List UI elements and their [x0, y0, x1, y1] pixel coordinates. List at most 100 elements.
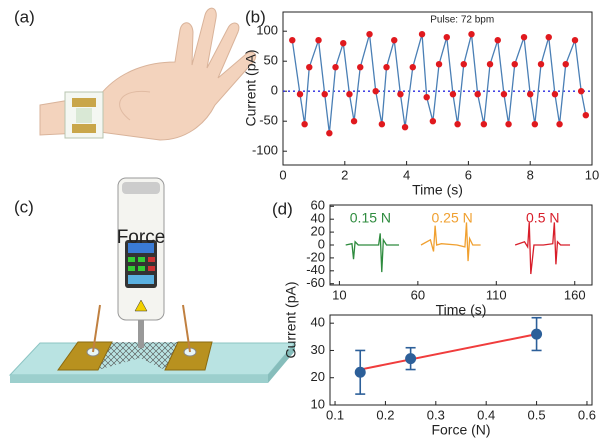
marker	[572, 37, 578, 43]
marker	[340, 40, 346, 46]
x-tick-label: 60	[411, 287, 425, 302]
marker	[481, 121, 487, 127]
marker	[501, 91, 507, 97]
point	[531, 329, 542, 340]
annotation: Pulse: 72 bpm	[430, 15, 494, 26]
y-tick-label: -50	[259, 113, 278, 128]
device-label: Force	[117, 227, 166, 248]
marker	[297, 91, 303, 97]
y-tick-label: 10	[311, 396, 325, 411]
line	[292, 34, 586, 133]
marker	[461, 61, 467, 67]
x-axis-label: Time (s)	[412, 182, 463, 198]
y-tick-label: 0	[271, 83, 278, 98]
marker	[527, 91, 533, 97]
marker	[351, 118, 357, 124]
marker	[583, 112, 589, 118]
y-tick-label: 40	[311, 211, 325, 226]
marker	[468, 31, 474, 37]
x-tick-label: 4	[403, 167, 410, 182]
marker	[495, 37, 501, 43]
y-tick-label: 20	[311, 369, 325, 384]
panel-label: (d)	[272, 199, 293, 218]
legend-label: 0.15 N	[350, 210, 391, 226]
y-tick-label: 20	[311, 224, 325, 239]
marker	[474, 91, 480, 97]
point	[405, 353, 416, 364]
line	[346, 233, 399, 272]
marker	[419, 31, 425, 37]
x-axis-label: Force (N)	[431, 422, 490, 438]
marker	[563, 61, 569, 67]
y-tick-label: 50	[264, 53, 278, 68]
panel-label: (a)	[14, 7, 35, 26]
marker	[546, 34, 552, 40]
marker	[512, 61, 518, 67]
marker	[487, 61, 493, 67]
marker	[423, 94, 429, 100]
marker	[552, 91, 558, 97]
marker	[379, 121, 385, 127]
y-tick-label: -60	[306, 275, 325, 290]
marker	[306, 64, 312, 70]
marker	[301, 121, 307, 127]
marker	[505, 121, 511, 127]
marker	[357, 64, 363, 70]
device-illustration: Force	[10, 178, 295, 383]
marker	[383, 64, 389, 70]
x-tick-label: 160	[564, 287, 586, 302]
plot-frame	[330, 315, 592, 405]
y-tick-label: -100	[252, 143, 278, 158]
plot-frame	[283, 12, 592, 165]
x-tick-label: 8	[527, 167, 534, 182]
x-tick-label: 0.4	[477, 407, 495, 422]
y-axis-label: Current (pA)	[283, 281, 299, 358]
marker	[402, 124, 408, 130]
marker	[373, 88, 379, 94]
y-tick-label: 30	[311, 342, 325, 357]
x-tick-label: 0.2	[376, 407, 394, 422]
marker	[289, 37, 295, 43]
y-tick-label: -40	[306, 262, 325, 277]
marker	[521, 34, 527, 40]
y-tick-label: 0	[318, 236, 325, 251]
x-tick-label: 0.1	[326, 407, 344, 422]
marker	[397, 91, 403, 97]
marker	[532, 121, 538, 127]
marker	[315, 37, 321, 43]
marker	[391, 37, 397, 43]
marker	[450, 91, 456, 97]
x-tick-label: 10	[585, 167, 599, 182]
x-tick-label: 0.6	[578, 407, 596, 422]
panel-label: (c)	[14, 197, 34, 216]
y-tick-label: 100	[256, 23, 278, 38]
y-tick-label: -20	[306, 249, 325, 264]
legend-label: 0.25 N	[432, 210, 473, 226]
marker	[454, 121, 460, 127]
marker	[322, 91, 328, 97]
point	[355, 367, 366, 378]
hand-illustration	[40, 8, 256, 140]
marker	[332, 64, 338, 70]
marker	[346, 91, 352, 97]
y-tick-label: 40	[311, 315, 325, 330]
y-tick-label: 60	[311, 198, 325, 213]
x-tick-label: 0.3	[427, 407, 445, 422]
marker	[538, 61, 544, 67]
marker	[556, 121, 562, 127]
line	[515, 222, 570, 274]
line	[421, 222, 481, 261]
marker	[430, 118, 436, 124]
fit-line	[360, 334, 536, 369]
legend-label: 0.5 N	[526, 210, 559, 226]
x-tick-label: 6	[465, 167, 472, 182]
marker	[436, 61, 442, 67]
figure: (a) (b) (c) (d) Force 0246810-100-500501…	[0, 0, 610, 448]
x-tick-label: 0	[279, 167, 286, 182]
x-tick-label: 0.5	[528, 407, 546, 422]
marker	[444, 34, 450, 40]
marker	[326, 130, 332, 136]
marker	[366, 31, 372, 37]
x-tick-label: 10	[332, 287, 346, 302]
x-tick-label: 110	[486, 287, 507, 302]
